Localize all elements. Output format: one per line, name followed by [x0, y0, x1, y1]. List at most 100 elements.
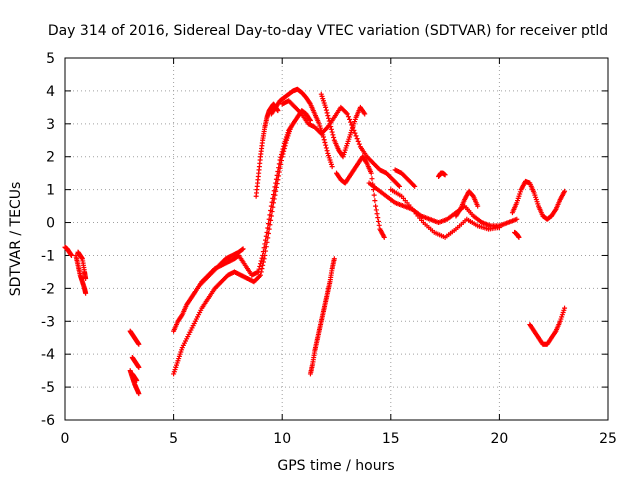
- data-point: [281, 148, 287, 154]
- data-point: [374, 211, 380, 217]
- data-point: [134, 378, 140, 384]
- series-rise-lower: [171, 124, 294, 377]
- x-tick-label: 10: [273, 431, 291, 447]
- plot-frame: [64, 57, 609, 421]
- data-point: [331, 135, 337, 141]
- data-point: [272, 192, 278, 198]
- data-point: [273, 184, 279, 190]
- data-point: [307, 118, 313, 124]
- series-seg-11h: [307, 256, 337, 377]
- series-seg-3h-b: [127, 368, 142, 397]
- data-point: [372, 198, 378, 204]
- x-tick-label: 20: [490, 431, 508, 447]
- data-point: [278, 158, 284, 164]
- data-point: [362, 111, 368, 117]
- data-point: [375, 215, 381, 221]
- series-seg-3h-d: [129, 371, 140, 384]
- data-point: [261, 256, 267, 262]
- data-point: [282, 143, 288, 149]
- data-point: [331, 256, 337, 262]
- data-point: [257, 272, 263, 278]
- data-point: [271, 196, 277, 202]
- series-bump-18h: [453, 188, 481, 219]
- series-dip-12h: [334, 154, 387, 240]
- data-point: [496, 224, 502, 230]
- series-decline: [366, 180, 520, 229]
- data-point: [354, 136, 360, 142]
- series-peak-2: [279, 98, 402, 189]
- data-point: [371, 192, 377, 198]
- data-point: [376, 222, 382, 228]
- data-point: [260, 259, 266, 265]
- data-point: [263, 244, 269, 250]
- x-axis-title: GPS time / hours: [277, 458, 394, 474]
- data-point: [326, 115, 332, 121]
- y-tick-label: -4: [41, 347, 55, 363]
- data-point: [442, 172, 448, 178]
- data-point: [264, 239, 270, 245]
- data-point: [259, 266, 265, 272]
- data-point: [277, 165, 283, 171]
- data-point: [369, 176, 375, 182]
- data-point: [344, 111, 350, 117]
- data-points: [62, 86, 568, 397]
- data-point: [347, 116, 353, 122]
- data-point: [136, 341, 142, 347]
- data-point: [269, 209, 275, 215]
- data-point: [323, 145, 329, 151]
- data-point: [275, 108, 281, 114]
- x-tick-label: 5: [169, 431, 178, 447]
- data-point: [276, 173, 282, 179]
- data-point: [271, 200, 277, 206]
- series-peak-3: [318, 91, 368, 160]
- y-tick-label: 4: [46, 84, 55, 100]
- y-tick-label: -1: [41, 248, 55, 264]
- data-point: [368, 170, 374, 176]
- data-point: [262, 252, 268, 258]
- data-point: [260, 262, 266, 268]
- data-point: [475, 203, 481, 209]
- series-rise-main: [171, 108, 313, 334]
- series-seg-early-1: [62, 244, 75, 258]
- data-point: [265, 231, 271, 237]
- data-point: [136, 391, 142, 397]
- x-tick-label: 0: [61, 431, 70, 447]
- data-point: [373, 207, 379, 213]
- y-tick-label: 0: [46, 216, 55, 232]
- data-point: [83, 275, 89, 281]
- x-tick-label: 25: [599, 431, 617, 447]
- data-point: [278, 161, 284, 167]
- series-rise-upper: [197, 246, 246, 288]
- series-peak-1: [268, 86, 335, 170]
- y-tick-label: 5: [46, 51, 55, 67]
- series-decline-high: [392, 167, 418, 189]
- data-point: [325, 113, 331, 119]
- data-point: [326, 118, 332, 124]
- data-point: [412, 183, 418, 189]
- data-point: [330, 132, 336, 138]
- grid-lines: [65, 58, 608, 420]
- data-point: [270, 204, 276, 210]
- series-tail-22h: [527, 305, 568, 347]
- data-point: [328, 126, 334, 132]
- data-point: [396, 183, 402, 189]
- data-point: [323, 107, 329, 113]
- series-tail-21h: [512, 229, 522, 240]
- series-seg-early-2: [73, 252, 89, 296]
- y-tick-labels: -6 -5 -4 -3 -2 -1 0 1 2 3 4 5: [41, 51, 55, 429]
- data-point: [263, 248, 269, 254]
- data-point: [324, 110, 330, 116]
- data-point: [327, 121, 333, 127]
- series-wave-21h: [509, 178, 568, 222]
- data-point: [288, 124, 294, 130]
- data-point: [280, 151, 286, 157]
- data-point: [240, 246, 246, 252]
- y-tick-label: -6: [41, 413, 55, 429]
- data-point: [266, 226, 272, 232]
- data-point: [516, 234, 522, 240]
- series-seg-early-3: [75, 249, 89, 281]
- data-point: [136, 364, 142, 370]
- data-point: [83, 290, 89, 296]
- data-point: [375, 218, 381, 224]
